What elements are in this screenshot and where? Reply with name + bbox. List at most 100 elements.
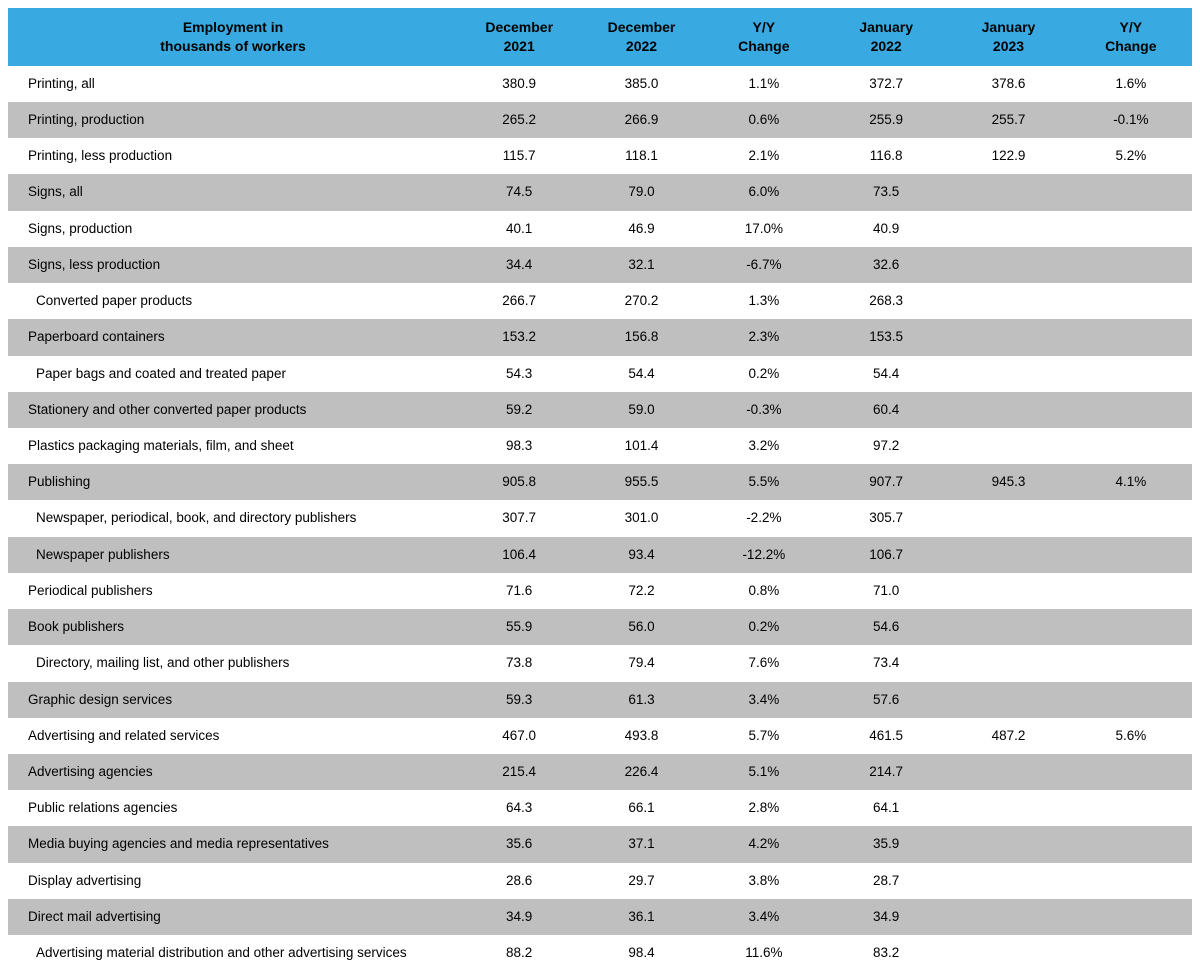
cell-value: 73.4 xyxy=(825,645,947,681)
cell-value: 59.0 xyxy=(580,392,702,428)
cell-value xyxy=(1070,392,1192,428)
cell-value: 5.5% xyxy=(703,464,825,500)
cell-value: 57.6 xyxy=(825,682,947,718)
cell-value xyxy=(947,247,1069,283)
cell-value: 29.7 xyxy=(580,863,702,899)
table-row: Advertising material distribution and ot… xyxy=(8,935,1192,971)
table-body: Printing, all380.9385.01.1%372.7378.61.6… xyxy=(8,66,1192,971)
cell-value xyxy=(1070,537,1192,573)
cell-value: 378.6 xyxy=(947,66,1069,102)
cell-value xyxy=(947,609,1069,645)
cell-value xyxy=(947,790,1069,826)
col-header-dec-2021: December2021 xyxy=(458,8,580,66)
table-row: Newspaper, periodical, book, and directo… xyxy=(8,500,1192,536)
cell-value: 945.3 xyxy=(947,464,1069,500)
table-header: Employment inthousands of workers Decemb… xyxy=(8,8,1192,66)
cell-value xyxy=(1070,754,1192,790)
cell-value: 5.1% xyxy=(703,754,825,790)
col-header-label: Employment inthousands of workers xyxy=(8,8,458,66)
table-row: Advertising agencies215.4226.45.1%214.7 xyxy=(8,754,1192,790)
cell-value: 265.2 xyxy=(458,102,580,138)
cell-value: 11.6% xyxy=(703,935,825,971)
cell-value xyxy=(947,573,1069,609)
cell-value xyxy=(947,174,1069,210)
cell-value: -12.2% xyxy=(703,537,825,573)
cell-value: 46.9 xyxy=(580,211,702,247)
cell-value: 59.3 xyxy=(458,682,580,718)
cell-value xyxy=(947,428,1069,464)
cell-value: 106.4 xyxy=(458,537,580,573)
cell-value: 40.1 xyxy=(458,211,580,247)
cell-value: 4.1% xyxy=(1070,464,1192,500)
row-label: Newspaper publishers xyxy=(8,537,458,573)
cell-value xyxy=(947,899,1069,935)
cell-value: 122.9 xyxy=(947,138,1069,174)
cell-value: 1.3% xyxy=(703,283,825,319)
cell-value: 64.1 xyxy=(825,790,947,826)
cell-value: 153.2 xyxy=(458,319,580,355)
cell-value: 71.6 xyxy=(458,573,580,609)
cell-value: 66.1 xyxy=(580,790,702,826)
cell-value xyxy=(947,356,1069,392)
cell-value: 266.9 xyxy=(580,102,702,138)
cell-value: 118.1 xyxy=(580,138,702,174)
cell-value xyxy=(1070,283,1192,319)
cell-value: 255.7 xyxy=(947,102,1069,138)
cell-value xyxy=(947,537,1069,573)
cell-value: 116.8 xyxy=(825,138,947,174)
cell-value: 35.9 xyxy=(825,826,947,862)
cell-value: 266.7 xyxy=(458,283,580,319)
cell-value: 467.0 xyxy=(458,718,580,754)
cell-value xyxy=(1070,609,1192,645)
table-row: Newspaper publishers106.493.4-12.2%106.7 xyxy=(8,537,1192,573)
cell-value: 56.0 xyxy=(580,609,702,645)
cell-value: 37.1 xyxy=(580,826,702,862)
cell-value: -0.1% xyxy=(1070,102,1192,138)
cell-value: 34.9 xyxy=(458,899,580,935)
cell-value: 32.6 xyxy=(825,247,947,283)
cell-value: 2.3% xyxy=(703,319,825,355)
cell-value: 905.8 xyxy=(458,464,580,500)
table-row: Advertising and related services467.0493… xyxy=(8,718,1192,754)
cell-value: 73.5 xyxy=(825,174,947,210)
cell-value: 17.0% xyxy=(703,211,825,247)
cell-value: 270.2 xyxy=(580,283,702,319)
cell-value: 54.4 xyxy=(580,356,702,392)
row-label: Signs, production xyxy=(8,211,458,247)
cell-value: 64.3 xyxy=(458,790,580,826)
cell-value: 305.7 xyxy=(825,500,947,536)
cell-value: 71.0 xyxy=(825,573,947,609)
col-header-yy-change-1: Y/YChange xyxy=(703,8,825,66)
cell-value xyxy=(947,500,1069,536)
cell-value: 0.6% xyxy=(703,102,825,138)
cell-value xyxy=(1070,247,1192,283)
row-label: Printing, less production xyxy=(8,138,458,174)
cell-value: 98.4 xyxy=(580,935,702,971)
cell-value: 34.9 xyxy=(825,899,947,935)
cell-value: 28.7 xyxy=(825,863,947,899)
cell-value xyxy=(1070,682,1192,718)
row-label: Stationery and other converted paper pro… xyxy=(8,392,458,428)
cell-value: 5.2% xyxy=(1070,138,1192,174)
cell-value: 74.5 xyxy=(458,174,580,210)
cell-value: 3.4% xyxy=(703,682,825,718)
table-row: Direct mail advertising34.936.13.4%34.9 xyxy=(8,899,1192,935)
table-row: Stationery and other converted paper pro… xyxy=(8,392,1192,428)
table-row: Periodical publishers71.672.20.8%71.0 xyxy=(8,573,1192,609)
cell-value: 0.2% xyxy=(703,356,825,392)
cell-value xyxy=(947,645,1069,681)
cell-value: 215.4 xyxy=(458,754,580,790)
cell-value xyxy=(1070,319,1192,355)
cell-value xyxy=(1070,790,1192,826)
cell-value: 73.8 xyxy=(458,645,580,681)
cell-value: 0.8% xyxy=(703,573,825,609)
cell-value: 59.2 xyxy=(458,392,580,428)
cell-value xyxy=(1070,211,1192,247)
cell-value: 5.7% xyxy=(703,718,825,754)
cell-value: 28.6 xyxy=(458,863,580,899)
row-label: Publishing xyxy=(8,464,458,500)
table-row: Printing, production265.2266.90.6%255.92… xyxy=(8,102,1192,138)
cell-value xyxy=(947,935,1069,971)
cell-value: 5.6% xyxy=(1070,718,1192,754)
cell-value: 2.1% xyxy=(703,138,825,174)
